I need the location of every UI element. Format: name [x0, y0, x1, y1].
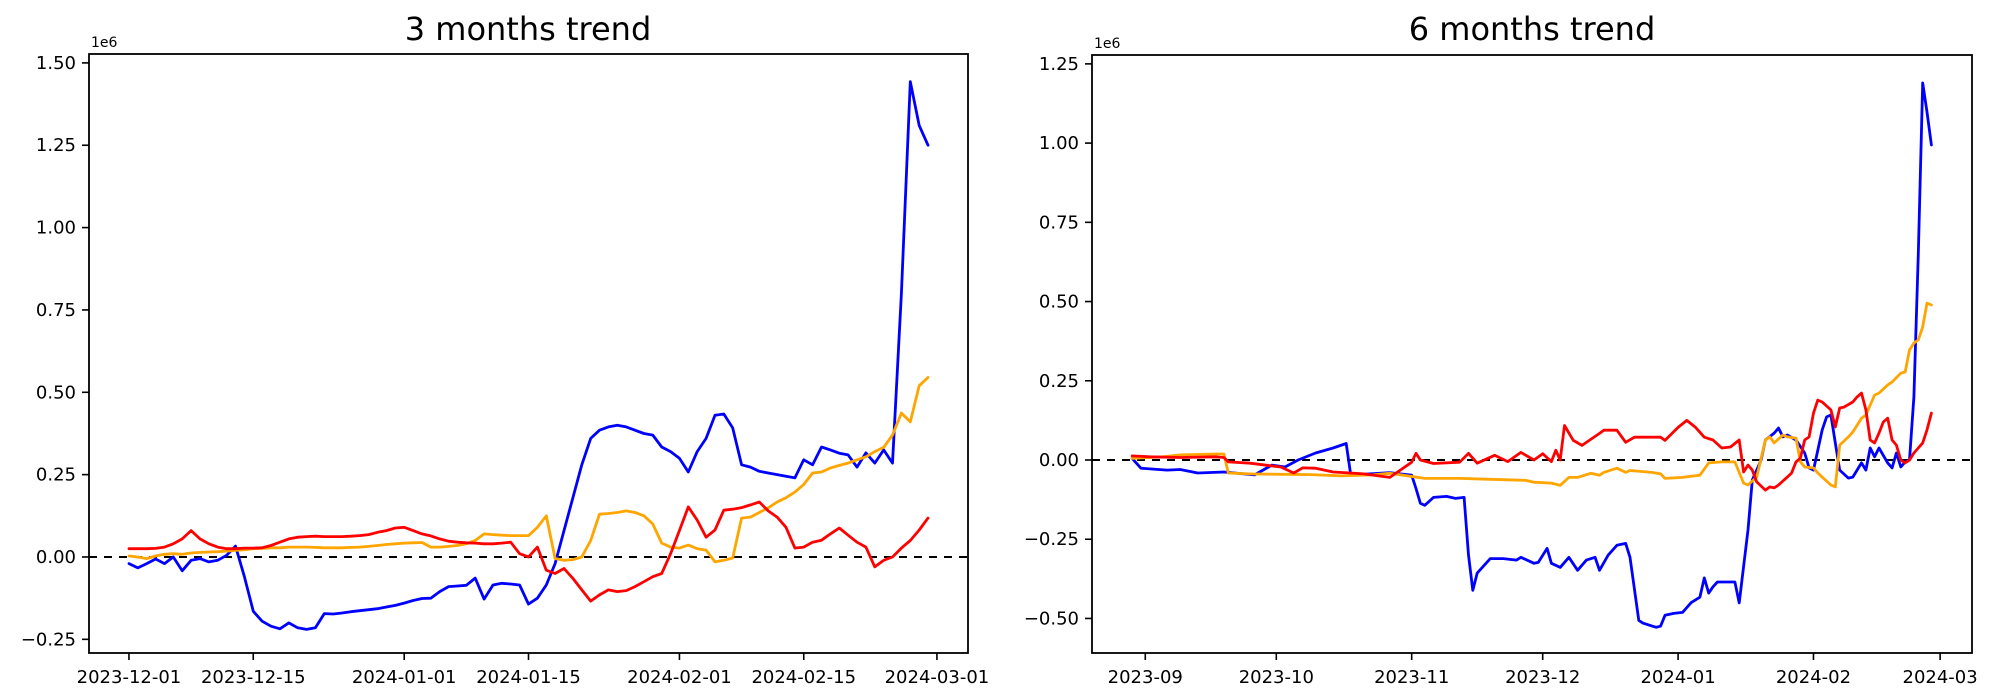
y-tick-label: 1.00 — [1039, 133, 1079, 154]
series-line-red-series — [1130, 391, 1933, 492]
x-tick-label: 2024-03 — [1903, 667, 1978, 688]
chart-3-months-svg: 3 months trend 1.50 1.25 1.00 0.75 0.50 0.25 0… — [21, 10, 990, 688]
series-line-blue-series — [127, 80, 930, 631]
chart-6-months: 6 months trend 1.25 1.00 0.75 0.50 0.25 0.00 −… — [1000, 0, 2000, 700]
x-tick-label: 2023-09 — [1108, 667, 1183, 688]
series-line-orange-series — [127, 376, 930, 564]
y-tick-label: 1.25 — [1039, 54, 1079, 75]
y-tick-label: 0.25 — [36, 465, 76, 486]
x-tick-label: 2023-12-15 — [201, 667, 306, 688]
y-tick-label: 0.50 — [36, 382, 76, 403]
y-tick-label: −0.25 — [21, 629, 76, 650]
x-tick-label: 2024-01 — [1640, 667, 1715, 688]
series-line-blue-series — [1130, 81, 1933, 629]
axis-offset-label: 1e6 — [91, 35, 118, 51]
y-tick-label: 0.50 — [1039, 292, 1079, 313]
plot-spines — [1091, 54, 1973, 654]
x-tick-label: 2023-10 — [1239, 667, 1314, 688]
chart-3-months: 3 months trend 1.50 1.25 1.00 0.75 0.50 0.25 0… — [21, 10, 990, 688]
y-tick-label: 0.00 — [1039, 450, 1079, 471]
y-tick-label: −0.25 — [1024, 529, 1079, 550]
chart-title: 3 months trend — [405, 10, 652, 48]
axis-offset-label: 1e6 — [1094, 36, 1121, 52]
x-tick-label: 2024-01-15 — [476, 667, 581, 688]
y-tick-label: 0.75 — [36, 300, 76, 321]
y-tick-label: 1.00 — [36, 218, 76, 239]
x-tick-label: 2023-11 — [1374, 667, 1449, 688]
x-tick-label: 2024-02-15 — [751, 667, 856, 688]
x-tick-label: 2024-02 — [1776, 667, 1851, 688]
x-tick-label: 2024-01-01 — [352, 667, 457, 688]
plot-spines — [88, 53, 969, 654]
x-tick-label: 2023-12-01 — [77, 667, 182, 688]
y-tick-label: −0.50 — [1024, 608, 1079, 629]
chart-6-months-svg: 6 months trend 1.25 1.00 0.75 0.50 0.25 0.00 −… — [1024, 10, 1978, 688]
x-tick-label: 2024-02-01 — [627, 667, 732, 688]
y-tick-label: 1.50 — [36, 53, 76, 74]
chart-title: 6 months trend — [1409, 10, 1656, 48]
x-tick-label: 2024-03-01 — [885, 667, 990, 688]
y-tick-label: 1.25 — [36, 135, 76, 156]
y-tick-label: 0.25 — [1039, 371, 1079, 392]
y-tick-label: 0.00 — [36, 547, 76, 568]
x-tick-label: 2023-12 — [1505, 667, 1580, 688]
series-line-red-series — [127, 500, 930, 603]
y-tick-label: 0.75 — [1039, 212, 1079, 233]
